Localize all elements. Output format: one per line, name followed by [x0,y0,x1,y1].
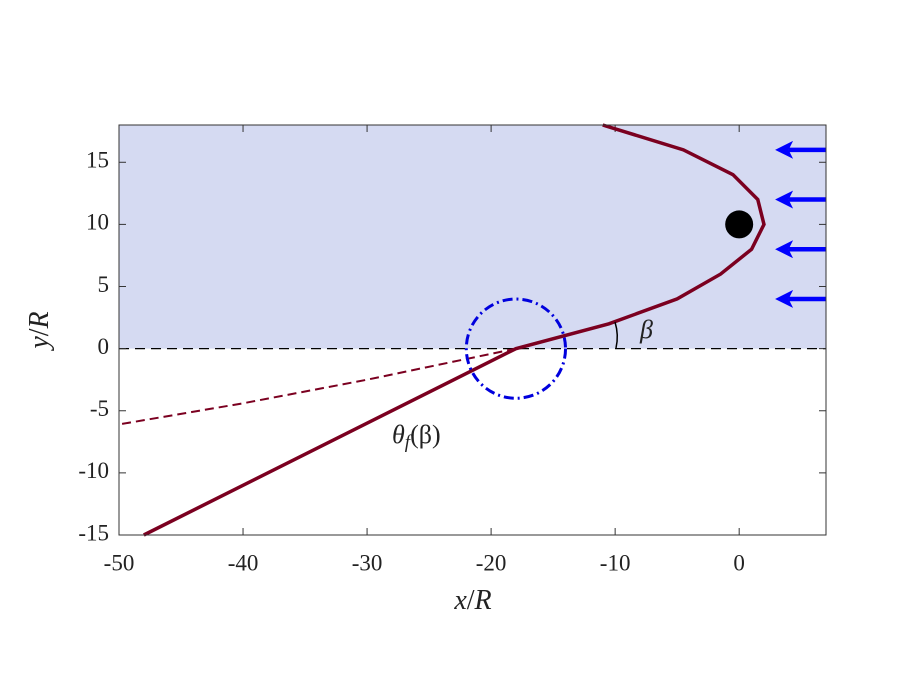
x-tick-label: -20 [476,550,507,575]
x-tick-label: -10 [600,550,631,575]
trajectory [143,123,766,537]
theta-sub: f [405,432,413,453]
shaded-region [119,125,826,349]
theta-arg: (β) [410,420,441,449]
theta-label: θf(β) [392,420,441,453]
plot-frame [118,124,827,536]
body [725,210,754,239]
y-axis-label: y/R [24,311,55,351]
angle-label: β [639,315,653,344]
x-axis-label: x/R [453,585,491,616]
y-tick-label: 15 [86,148,109,173]
angle-arc [614,321,619,349]
y-tick-label: 0 [98,334,110,359]
x-tick-label: -40 [228,550,259,575]
y-tick-label: 10 [86,210,109,235]
trajectory [118,347,517,426]
x-tick-label: -30 [352,550,383,575]
theta-symbol: θ [392,420,405,449]
y-tick-label: -10 [78,458,109,483]
capture-circle [464,297,568,400]
x-tick-label: 0 [733,550,745,575]
y-tick-label: 5 [98,272,110,297]
y-tick-label: -5 [90,396,109,421]
y-tick-label: -15 [78,520,109,545]
x-tick-label: -50 [104,550,135,575]
